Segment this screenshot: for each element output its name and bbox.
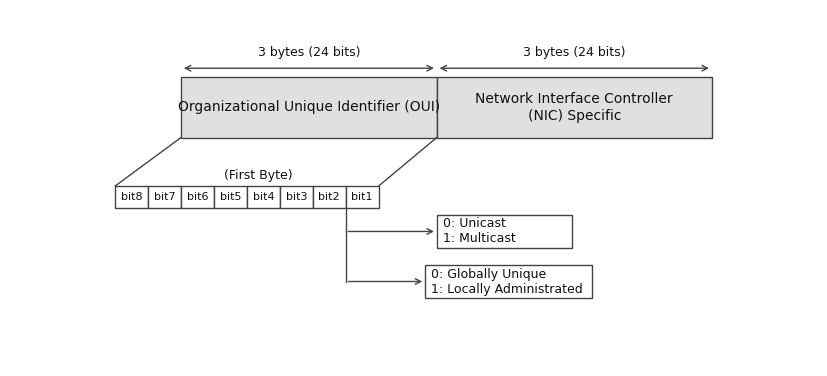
Text: 0: Unicast
1: Multicast: 0: Unicast 1: Multicast: [442, 217, 515, 246]
Text: 3 bytes (24 bits): 3 bytes (24 bits): [523, 46, 625, 59]
Text: bit3: bit3: [285, 192, 307, 202]
Bar: [115, 186, 148, 208]
Text: bit4: bit4: [252, 192, 274, 202]
Text: Network Interface Controller
(NIC) Specific: Network Interface Controller (NIC) Speci…: [475, 92, 672, 123]
Bar: [246, 186, 280, 208]
Text: bit5: bit5: [219, 192, 241, 202]
Bar: [313, 186, 345, 208]
Bar: [213, 186, 246, 208]
Bar: [181, 186, 213, 208]
Bar: [436, 77, 711, 138]
Bar: [280, 186, 313, 208]
Text: bit8: bit8: [121, 192, 142, 202]
Bar: [345, 186, 378, 208]
Bar: [436, 215, 571, 249]
Bar: [148, 186, 181, 208]
Text: bit6: bit6: [187, 192, 208, 202]
Text: bit2: bit2: [318, 192, 340, 202]
Bar: [424, 265, 591, 299]
Text: bit7: bit7: [154, 192, 175, 202]
Text: (First Byte): (First Byte): [224, 169, 293, 182]
Bar: [181, 77, 436, 138]
Text: Organizational Unique Identifier (OUI): Organizational Unique Identifier (OUI): [178, 100, 439, 114]
Text: 0: Globally Unique
1: Locally Administrated: 0: Globally Unique 1: Locally Administra…: [431, 267, 582, 296]
Text: bit1: bit1: [351, 192, 372, 202]
Text: 3 bytes (24 bits): 3 bytes (24 bits): [257, 46, 360, 59]
